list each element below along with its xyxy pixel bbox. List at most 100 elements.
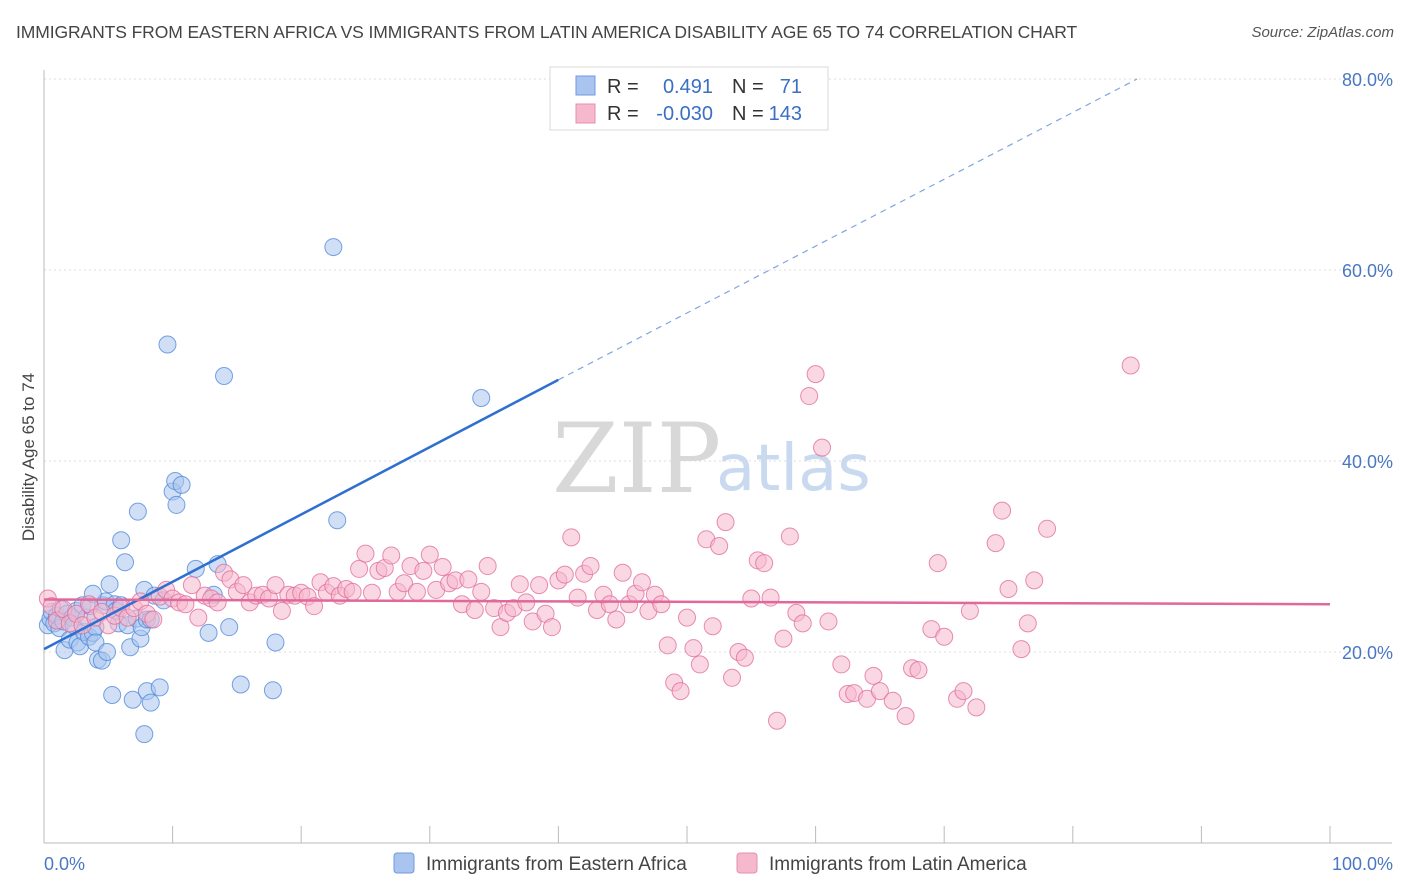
y-tick-labels: 20.0% 40.0% 60.0% 80.0%: [1342, 70, 1393, 663]
point-latin-america-67: [465, 600, 484, 619]
point-latin-america-101: [684, 639, 703, 658]
point-eastern-africa-40: [128, 502, 147, 521]
point-eastern-africa-43: [135, 725, 154, 744]
point-latin-america-22: [176, 595, 195, 614]
point-eastern-africa-52: [158, 335, 177, 354]
point-latin-america-109: [735, 648, 754, 667]
y-tick-label-20: 20.0%: [1342, 643, 1393, 663]
point-latin-america-99: [671, 682, 690, 701]
legend-r-value-2: -0.030: [656, 103, 713, 125]
point-latin-america-24: [189, 608, 208, 627]
point-latin-america-100: [678, 608, 696, 627]
point-latin-america-130: [896, 706, 915, 725]
series-eastern-africa: [38, 238, 491, 744]
point-latin-america-90: [613, 563, 632, 582]
legend-n-value-2: 143: [769, 103, 802, 125]
x-tick-label-max: 100.0%: [1332, 854, 1393, 874]
point-eastern-africa-50: [150, 678, 169, 697]
point-eastern-africa-62: [231, 675, 250, 694]
trend-line-latin-america: [43, 598, 1331, 606]
point-latin-america-79: [542, 618, 561, 637]
point-latin-america-123: [832, 655, 851, 674]
point-eastern-africa-34: [112, 531, 131, 550]
point-latin-america-51: [362, 583, 381, 602]
y-tick-label-60: 60.0%: [1342, 261, 1393, 281]
x-tick-label-min: 0.0%: [44, 854, 85, 874]
point-latin-america-83: [568, 588, 587, 607]
y-tick-label-80: 80.0%: [1342, 70, 1393, 90]
point-eastern-africa-64: [266, 633, 285, 652]
point-latin-america-140: [986, 534, 1005, 553]
point-latin-america-96: [652, 595, 671, 614]
point-eastern-africa-67: [328, 511, 347, 530]
point-latin-america-132: [909, 661, 928, 680]
legend-box: [549, 66, 829, 131]
point-latin-america-59: [414, 561, 433, 580]
axes: [43, 70, 1392, 844]
point-latin-america-147: [1121, 356, 1140, 375]
x-tick-marks: [43, 826, 1331, 843]
point-latin-america-88: [600, 595, 619, 614]
point-latin-america-17: [144, 610, 163, 629]
legend-n-label-2: N =: [732, 103, 764, 125]
point-latin-america-128: [870, 682, 889, 701]
point-eastern-africa-55: [167, 495, 186, 514]
trend-line-eastern-africa: [43, 378, 559, 651]
point-latin-america-134: [928, 554, 947, 573]
legend-r-value-1: 0.491: [663, 76, 713, 98]
point-latin-america-60: [420, 545, 439, 564]
source-attribution: Source: ZipAtlas.com: [1251, 24, 1394, 41]
gridlines: [44, 78, 1392, 653]
point-latin-america-110: [742, 589, 761, 608]
bottom-legend-label-eastern-africa: Immigrants from Eastern Africa: [426, 854, 687, 875]
point-eastern-africa-68: [472, 388, 491, 407]
point-latin-america-82: [562, 528, 581, 547]
point-latin-america-145: [1025, 571, 1044, 590]
point-latin-america-27: [208, 593, 227, 612]
trend-line-eastern-africa-extension: [558, 78, 1138, 381]
point-eastern-africa-38: [123, 690, 142, 709]
legend-n-value-1: 71: [780, 76, 802, 98]
point-latin-america-113: [761, 588, 780, 607]
point-latin-america-142: [999, 579, 1018, 598]
legend-swatch-latin-america: [575, 103, 596, 124]
point-eastern-africa-23: [86, 633, 105, 652]
point-latin-america-48: [343, 582, 362, 601]
point-latin-america-120: [806, 365, 825, 384]
bottom-legend-label-latin-america: Immigrants from Latin America: [769, 854, 1027, 875]
point-latin-america-89: [607, 610, 626, 629]
point-eastern-africa-56: [172, 475, 191, 494]
point-latin-america-127: [864, 666, 883, 685]
point-latin-america-106: [716, 513, 735, 532]
legend-r-label-1: R =: [607, 76, 639, 98]
y-tick-label-40: 40.0%: [1342, 452, 1393, 472]
point-latin-america-114: [768, 711, 787, 730]
point-latin-america-58: [407, 582, 426, 601]
point-latin-america-112: [755, 554, 774, 573]
chart-title: IMMIGRANTS FROM EASTERN AFRICA VS IMMIGR…: [16, 22, 1078, 42]
bottom-legend-swatch-eastern-africa: [393, 852, 415, 874]
point-latin-america-138: [960, 601, 979, 620]
point-eastern-africa-60: [215, 367, 234, 386]
point-eastern-africa-29: [100, 575, 119, 594]
point-latin-america-36: [266, 576, 285, 595]
bottom-legend-swatch-latin-america: [736, 852, 758, 874]
point-latin-america-121: [813, 438, 832, 457]
point-eastern-africa-30: [103, 685, 122, 704]
point-eastern-africa-28: [98, 643, 117, 661]
point-latin-america-74: [510, 575, 529, 594]
legend-swatch-eastern-africa: [575, 75, 596, 96]
point-latin-america-116: [780, 527, 799, 546]
point-latin-america-93: [632, 573, 651, 592]
y-axis-label: Disability Age 65 to 74: [19, 373, 38, 541]
legend-r-label-2: R =: [607, 103, 639, 125]
point-eastern-africa-35: [116, 553, 135, 572]
point-eastern-africa-63: [263, 681, 282, 700]
point-latin-america-122: [819, 612, 838, 631]
point-latin-america-119: [800, 387, 819, 406]
point-latin-america-42: [305, 597, 324, 616]
point-latin-america-105: [710, 536, 729, 555]
point-latin-america-129: [883, 691, 902, 710]
point-latin-america-49: [350, 559, 369, 578]
